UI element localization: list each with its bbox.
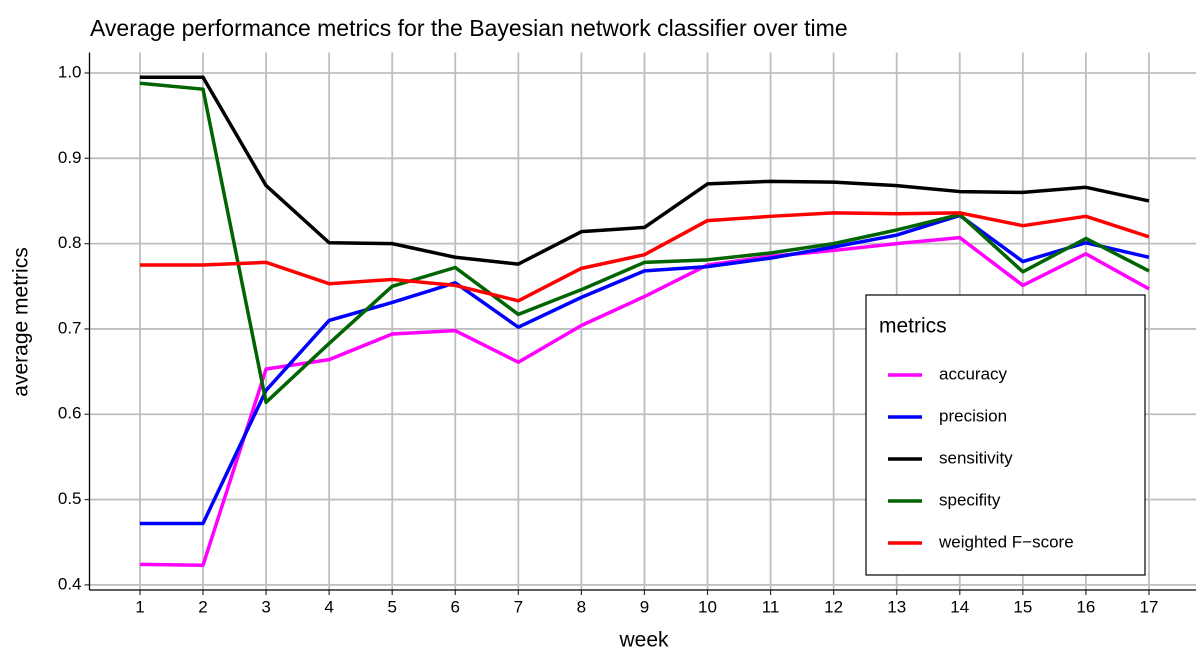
legend-label: sensitivity bbox=[939, 448, 1013, 467]
y-tick-label: 0.5 bbox=[58, 489, 82, 508]
y-tick-label: 0.9 bbox=[58, 148, 82, 167]
x-tick-label: 5 bbox=[387, 597, 396, 616]
line-series bbox=[139, 75, 1150, 266]
y-tick-label: 0.4 bbox=[58, 574, 82, 593]
y-tick-label: 0.6 bbox=[58, 404, 82, 423]
y-tick-label: 1.0 bbox=[58, 62, 82, 81]
y-axis-label: average metrics bbox=[10, 247, 33, 396]
x-tick-label: 1 bbox=[135, 597, 144, 616]
legend-title: metrics bbox=[879, 315, 947, 338]
x-tick-label: 10 bbox=[698, 597, 717, 616]
x-tick-label: 16 bbox=[1076, 597, 1095, 616]
x-tick-label: 2 bbox=[198, 597, 207, 616]
y-tick-label: 0.7 bbox=[58, 318, 82, 337]
legend-label: precision bbox=[939, 406, 1007, 425]
x-axis-label: week bbox=[618, 629, 669, 652]
legend-label: weighted F−score bbox=[938, 532, 1074, 551]
x-tick-label: 4 bbox=[324, 597, 333, 616]
x-tick-label: 3 bbox=[261, 597, 270, 616]
x-tick-label: 15 bbox=[1013, 597, 1032, 616]
x-tick-label: 17 bbox=[1139, 597, 1158, 616]
x-tick-label: 8 bbox=[577, 597, 586, 616]
x-tick-label: 6 bbox=[451, 597, 460, 616]
line-series bbox=[139, 211, 1150, 303]
legend-label: accuracy bbox=[939, 364, 1008, 383]
legend-label: specifity bbox=[939, 490, 1001, 509]
x-tick-label: 14 bbox=[950, 597, 969, 616]
line-series bbox=[139, 81, 1150, 405]
x-tick-label: 13 bbox=[887, 597, 906, 616]
x-tick-label: 7 bbox=[514, 597, 523, 616]
line-series bbox=[139, 213, 1150, 526]
y-tick-label: 0.8 bbox=[58, 233, 82, 252]
x-tick-label: 12 bbox=[824, 597, 843, 616]
x-tick-label: 9 bbox=[640, 597, 649, 616]
x-tick-label: 11 bbox=[762, 597, 780, 616]
chart-title: Average performance metrics for the Baye… bbox=[90, 15, 848, 41]
legend-box bbox=[865, 294, 1146, 576]
